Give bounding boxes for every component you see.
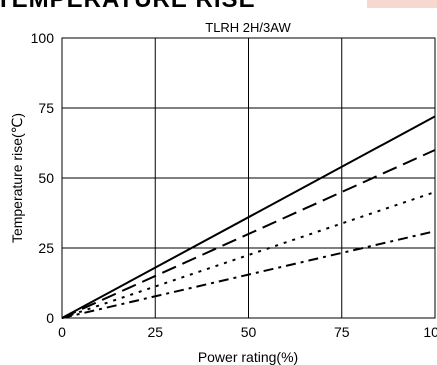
x-tick-label: 75 xyxy=(334,324,350,340)
chart-tick-labels: 0 25 50 75 100 0 25 50 75 100 xyxy=(31,30,437,340)
x-axis-label: Power rating(%) xyxy=(198,349,298,365)
y-tick-label: 0 xyxy=(46,310,54,326)
chart-title: TLRH 2H/3AW xyxy=(205,20,291,35)
chart-grid xyxy=(62,38,435,318)
header-accent-band xyxy=(367,0,437,8)
series-line-long-dash xyxy=(61,149,436,319)
y-axis-label: Temperature rise(℃) xyxy=(9,113,25,243)
plot-area-frame xyxy=(61,37,436,319)
y-tick-label: 50 xyxy=(38,170,54,186)
chart-series-group xyxy=(61,115,436,319)
x-tick-label: 25 xyxy=(147,324,163,340)
x-tick-label: 0 xyxy=(58,324,66,340)
series-line-dash-dot xyxy=(61,230,436,319)
series-line-solid xyxy=(61,115,436,319)
y-tick-label: 100 xyxy=(31,30,55,46)
page-header: TEMPERATURE RISE xyxy=(0,0,437,14)
x-tick-label: 100 xyxy=(423,324,437,340)
series-line-dotted xyxy=(61,191,436,319)
page-heading: TEMPERATURE RISE xyxy=(0,0,256,14)
y-tick-label: 25 xyxy=(38,240,54,256)
y-tick-label: 75 xyxy=(38,100,54,116)
x-tick-label: 50 xyxy=(241,324,257,340)
